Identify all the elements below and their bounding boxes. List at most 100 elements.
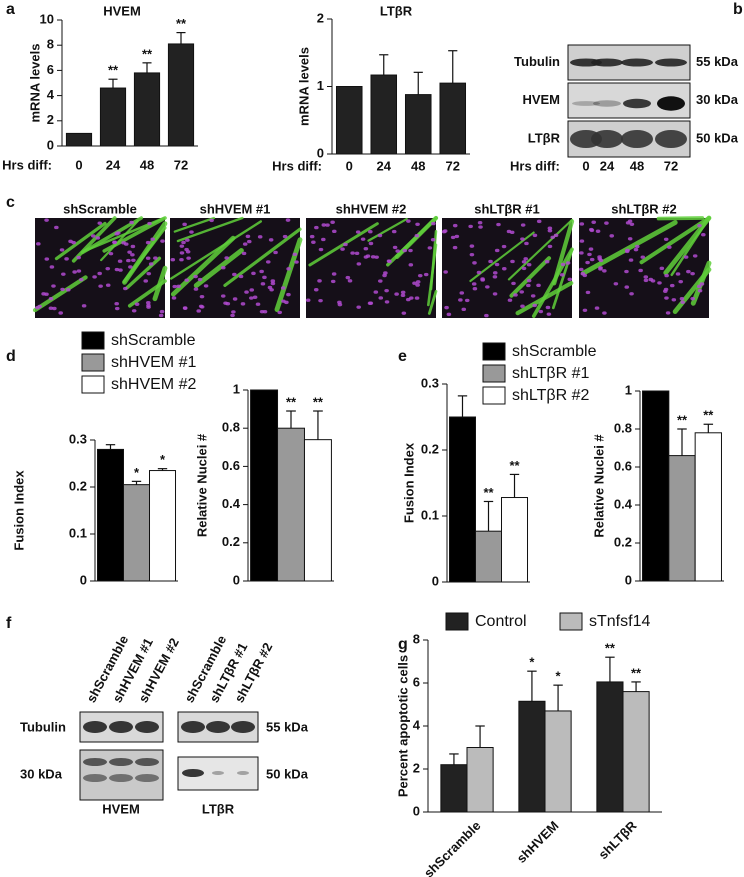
bar bbox=[167, 43, 195, 147]
y-axis-label: mRNA levels bbox=[27, 44, 42, 123]
nucleus bbox=[488, 259, 493, 264]
nucleus bbox=[280, 286, 286, 290]
nucleus bbox=[114, 267, 120, 272]
nucleus bbox=[199, 294, 205, 299]
nucleus bbox=[492, 271, 498, 275]
nucleus bbox=[520, 223, 526, 227]
nucleus bbox=[186, 256, 191, 260]
significance: * bbox=[529, 655, 535, 670]
blot-size-label: 30 kDa bbox=[696, 92, 739, 107]
nucleus bbox=[536, 219, 542, 224]
bar bbox=[133, 72, 161, 147]
nucleus bbox=[638, 268, 643, 273]
y-tick-label: 2 bbox=[413, 760, 420, 775]
nucleus bbox=[238, 274, 244, 279]
nucleus bbox=[331, 272, 337, 276]
nucleus bbox=[699, 282, 705, 286]
micrograph-label: shLTβR #2 bbox=[611, 201, 676, 216]
nucleus bbox=[506, 229, 512, 234]
nucleus bbox=[521, 260, 527, 264]
panel-label: f bbox=[6, 615, 12, 632]
blot-band bbox=[206, 721, 230, 733]
nucleus bbox=[395, 249, 401, 253]
blot-band bbox=[572, 101, 600, 106]
bar bbox=[518, 700, 546, 813]
blot-band bbox=[655, 58, 687, 67]
significance: ** bbox=[142, 46, 153, 61]
blot-size-label: 55 kDa bbox=[266, 719, 309, 734]
y-tick-label: 0.8 bbox=[222, 420, 240, 435]
nucleus bbox=[153, 256, 158, 260]
nucleus bbox=[400, 293, 406, 298]
nucleus bbox=[377, 233, 383, 238]
nucleus bbox=[662, 289, 668, 293]
nucleus bbox=[414, 296, 420, 300]
nucleus bbox=[511, 281, 516, 286]
y-tick-label: 4 bbox=[413, 717, 421, 732]
nucleus bbox=[640, 255, 646, 259]
nucleus bbox=[680, 300, 686, 304]
nucleus bbox=[184, 278, 190, 282]
nucleus bbox=[430, 238, 436, 242]
nucleus bbox=[692, 254, 698, 258]
significance: * bbox=[556, 669, 562, 684]
myotube bbox=[656, 216, 705, 221]
blot-band bbox=[231, 721, 255, 733]
x-tick-label: 72 bbox=[446, 158, 460, 173]
blot-lane-label: 48 bbox=[630, 158, 644, 173]
nucleus bbox=[114, 306, 120, 311]
nucleus bbox=[400, 290, 406, 295]
y-axis-label: Percent apoptotic cells bbox=[395, 655, 410, 797]
legend-swatch bbox=[81, 375, 105, 394]
nucleus bbox=[241, 251, 247, 256]
significance: ** bbox=[677, 412, 688, 427]
nucleus bbox=[76, 269, 82, 273]
bar bbox=[474, 530, 503, 583]
nucleus bbox=[193, 287, 199, 291]
nucleus bbox=[613, 282, 619, 286]
nucleus bbox=[579, 239, 585, 243]
bar bbox=[96, 448, 124, 582]
nucleus bbox=[268, 238, 274, 242]
nucleus bbox=[675, 272, 681, 276]
nucleus bbox=[232, 272, 237, 277]
myotube bbox=[672, 267, 712, 315]
blot-row-label: LTβR bbox=[528, 130, 561, 145]
legend-swatch bbox=[482, 342, 506, 361]
nucleus bbox=[530, 294, 536, 298]
nucleus bbox=[246, 239, 252, 244]
nucleus bbox=[171, 296, 177, 300]
x-axis-label: Hrs diff: bbox=[2, 157, 52, 172]
micrograph bbox=[305, 215, 439, 318]
myotube bbox=[32, 275, 88, 313]
myotube bbox=[170, 220, 263, 280]
y-tick-label: 2 bbox=[47, 112, 54, 127]
nucleus bbox=[472, 287, 478, 291]
nucleus bbox=[196, 309, 202, 313]
legend-label: shScramble bbox=[512, 343, 597, 360]
nucleus bbox=[220, 294, 226, 298]
nucleus bbox=[553, 233, 559, 238]
nucleus bbox=[520, 304, 525, 308]
y-tick-label: 0.8 bbox=[614, 420, 632, 435]
nucleus bbox=[625, 221, 631, 225]
x-tick-label: 48 bbox=[140, 157, 154, 172]
nucleus bbox=[44, 292, 49, 296]
myotube bbox=[193, 248, 244, 288]
nucleus bbox=[480, 278, 485, 282]
nucleus bbox=[367, 301, 373, 305]
nucleus bbox=[565, 261, 571, 265]
nucleus bbox=[697, 289, 703, 293]
nucleus bbox=[44, 257, 50, 261]
bar bbox=[404, 94, 432, 155]
blot-group-label: HVEM bbox=[102, 801, 140, 816]
nucleus bbox=[484, 313, 489, 318]
bar bbox=[99, 87, 127, 147]
myotube bbox=[663, 215, 712, 276]
nucleus bbox=[117, 259, 123, 263]
nucleus bbox=[585, 290, 591, 295]
panel-label: e bbox=[398, 348, 407, 365]
nucleus bbox=[60, 287, 65, 292]
nucleus bbox=[452, 245, 458, 250]
